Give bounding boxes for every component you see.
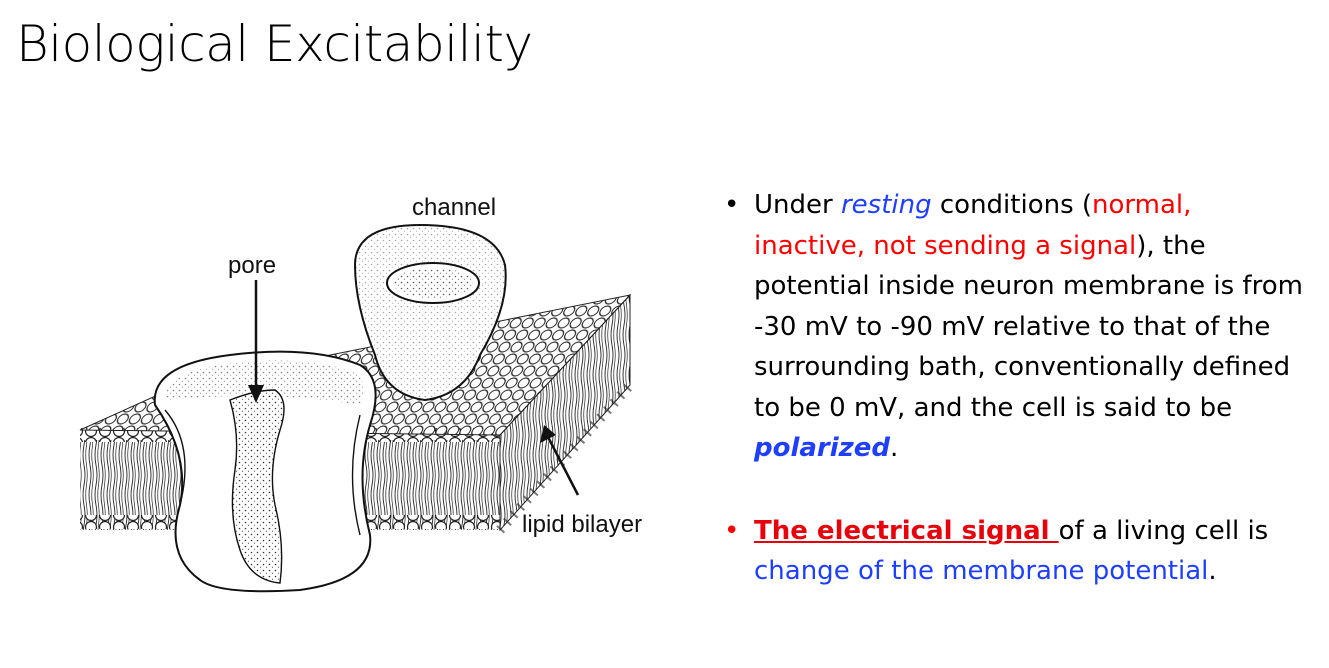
electrical-signal-term: The electrical signal — [754, 515, 1059, 546]
bullet-electrical-signal: • The electrical signal of a living cell… — [720, 511, 1310, 592]
membrane-diagram — [79, 223, 634, 593]
bullet-dot-icon: • — [724, 190, 740, 220]
polarized-term: polarized — [754, 433, 891, 463]
pore-arrow — [248, 280, 264, 403]
bullet-list: • Under resting conditions (normal, inac… — [720, 185, 1310, 592]
lipid-bilayer-side — [496, 293, 634, 534]
channel-protein — [353, 223, 507, 402]
pore-protein — [153, 350, 377, 593]
bullet1-text-4: . — [890, 433, 899, 463]
bullet2-text-2: . — [1208, 556, 1217, 586]
bullet1-text-3: ), the potential inside neuron membrane … — [754, 230, 1303, 423]
bullet1-text-2: conditions ( — [931, 190, 1093, 220]
slide-title: Biological Excitability — [16, 15, 533, 73]
lipid-bilayer-label: lipid bilayer — [522, 511, 643, 538]
membrane-potential-change: change of the membrane potential — [754, 556, 1209, 586]
lipid-bilayer-arrow — [540, 425, 580, 496]
bullet2-text-1: of a living cell is — [1058, 515, 1269, 546]
channel-label: channel — [412, 194, 497, 221]
bullet-resting-potential: • Under resting conditions (normal, inac… — [720, 185, 1310, 469]
pore-label: pore — [228, 252, 277, 279]
bullet1-text-1: Under — [754, 190, 841, 220]
ion-channel-figure: channel pore lipid bilayer — [70, 185, 680, 600]
bullet-dot-icon: • — [724, 515, 740, 546]
resting-definition: normal, inactive, not sending a signal — [754, 190, 1192, 261]
resting-term: resting — [840, 190, 932, 220]
